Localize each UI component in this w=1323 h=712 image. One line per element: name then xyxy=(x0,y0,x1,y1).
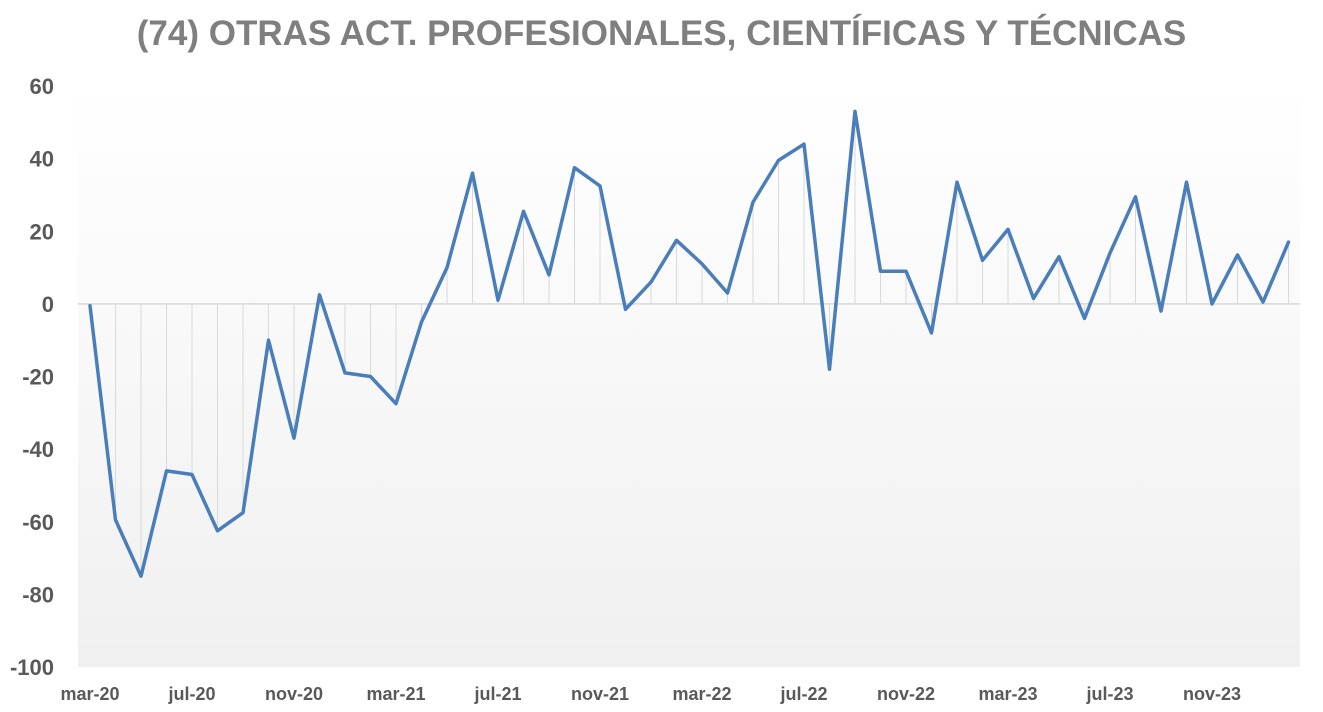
x-tick-label: nov-20 xyxy=(265,684,323,704)
drop-lines xyxy=(89,111,1289,577)
y-tick-label: -40 xyxy=(22,437,54,462)
x-tick-label: mar-21 xyxy=(366,684,425,704)
x-tick-label: nov-23 xyxy=(1183,684,1241,704)
x-tick-label: mar-23 xyxy=(978,684,1037,704)
x-tick-label: nov-22 xyxy=(877,684,935,704)
x-tick-label: mar-20 xyxy=(60,684,119,704)
y-tick-label: 60 xyxy=(30,74,54,99)
chart-title: (74) OTRAS ACT. PROFESIONALES, CIENTÍFIC… xyxy=(136,14,1187,53)
x-tick-label: mar-22 xyxy=(672,684,731,704)
y-tick-label: 40 xyxy=(30,147,54,172)
y-axis-tick-labels: 60 40 20 0 -20 -40 -60 -80 -100 xyxy=(10,74,54,680)
y-tick-label: -20 xyxy=(22,365,54,390)
x-tick-label: nov-21 xyxy=(571,684,629,704)
y-tick-label: -100 xyxy=(10,655,54,680)
x-tick-label: jul-23 xyxy=(1085,684,1133,704)
x-axis-tick-labels: mar-20 jul-20 nov-20 mar-21 jul-21 nov-21 mar-… xyxy=(60,684,1241,704)
x-tick-label: jul-20 xyxy=(167,684,215,704)
y-tick-label: -80 xyxy=(22,582,54,607)
series-line xyxy=(88,109,1291,578)
x-tick-label: jul-21 xyxy=(473,684,521,704)
x-tick-label: jul-22 xyxy=(779,684,827,704)
plot-area xyxy=(78,86,1300,667)
y-tick-label: -60 xyxy=(22,510,54,535)
y-tick-label: 0 xyxy=(42,292,54,317)
y-tick-label: 20 xyxy=(30,219,54,244)
